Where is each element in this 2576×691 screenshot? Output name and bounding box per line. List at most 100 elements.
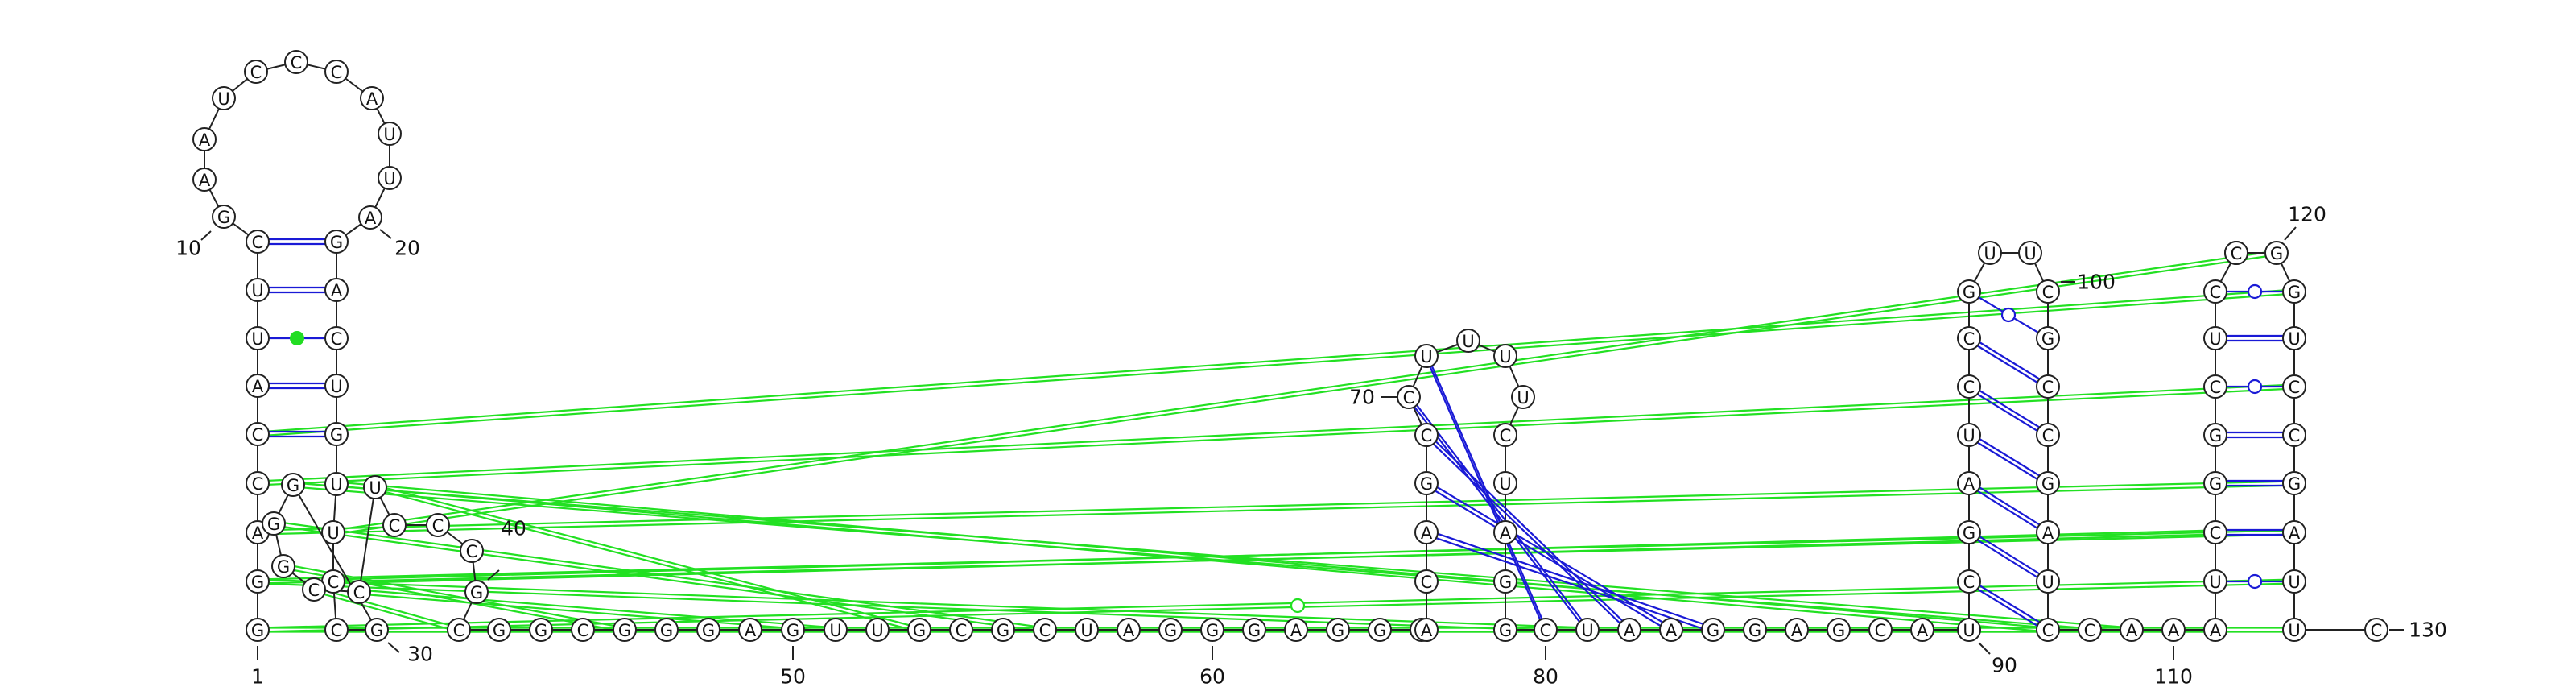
nucleotide-circle	[246, 230, 270, 254]
nucleotide-circle	[360, 86, 384, 110]
nucleotide-circle	[738, 618, 762, 642]
nucleotide-letter: G	[913, 621, 926, 640]
nucleotide: G	[212, 205, 236, 229]
nucleotide: C	[2036, 374, 2060, 399]
nucleotide-letter: U	[1499, 347, 1511, 366]
nucleotide: U	[378, 122, 402, 146]
nucleotide: C	[1033, 618, 1057, 642]
nucleotide: C	[1957, 326, 1981, 350]
nucleotide-letter: C	[328, 573, 340, 592]
nucleotide-circle	[2203, 326, 2227, 350]
nucleotide-circle	[1284, 618, 1308, 642]
nucleotide: C	[2364, 618, 2388, 642]
position-number: 20	[394, 237, 420, 260]
nucleotide-letter: G	[470, 583, 483, 602]
nucleotide-circle	[324, 422, 349, 446]
base-pair	[1426, 480, 1672, 633]
nucleotide: U	[324, 374, 349, 398]
nucleotide-letter: G	[660, 621, 673, 640]
position-label: 70	[1349, 386, 1397, 409]
nucleotide-letter: G	[287, 476, 299, 495]
backbone-segment	[292, 484, 378, 631]
nucleotide-circle	[324, 618, 349, 642]
nucleotide: A	[1785, 618, 1809, 642]
nucleotide-circle	[2036, 279, 2060, 304]
nucleotide: U	[1511, 385, 1535, 409]
position-number: 120	[2288, 203, 2326, 226]
nucleotide-circle	[2282, 326, 2306, 350]
nucleotide-letter: C	[1403, 388, 1415, 408]
wobble-pair-marker	[290, 331, 304, 346]
position-number: 110	[2154, 665, 2193, 689]
nucleotide: A	[1957, 471, 1981, 495]
nucleotide-letter: C	[2042, 621, 2054, 640]
position-tick	[200, 230, 212, 241]
nucleotide: A	[738, 618, 762, 642]
nucleotide-letter: C	[2042, 283, 2054, 302]
nucleotide-circle	[1456, 329, 1480, 353]
nucleotide-letter: A	[365, 209, 377, 228]
nucleotide-circle	[1659, 618, 1683, 642]
nucleotide-letter: G	[1331, 621, 1344, 640]
nucleotide-circle	[1414, 569, 1439, 594]
nucleotide-letter: C	[2289, 378, 2301, 397]
nucleotide-circle	[2036, 471, 2060, 495]
nucleotide-circle	[246, 278, 270, 302]
nucleotide: A	[1617, 618, 1641, 642]
nucleotide: C	[321, 569, 345, 594]
nucleotide: A	[1414, 520, 1439, 544]
nucleotide-letter: U	[2288, 329, 2300, 349]
nucleotide: C	[1397, 385, 1421, 409]
nucleotide-circle	[2203, 279, 2227, 304]
nucleotide-circle	[2036, 326, 2060, 350]
nucleotide-circle	[2036, 520, 2060, 544]
nucleotide-letter: G	[2041, 329, 2054, 349]
nucleotide-letter: U	[1080, 621, 1092, 640]
nucleotide-letter: A	[1917, 621, 1929, 640]
nucleotide-letter: U	[383, 125, 395, 144]
base-pair	[1968, 432, 2049, 486]
nucleotide-letter: G	[2209, 426, 2222, 445]
position-label: 110	[2154, 646, 2193, 689]
nucleotide-letter: U	[2288, 621, 2300, 640]
nucleotide: G	[1827, 618, 1851, 642]
base-pair	[2215, 431, 2294, 439]
nucleotide-circle	[1414, 423, 1439, 447]
nucleotide-circle	[2203, 471, 2227, 495]
nucleotide-letter: U	[1581, 621, 1593, 640]
nucleotide-circle	[2282, 618, 2306, 642]
nucleotide: C	[426, 513, 450, 537]
nucleotide-circle	[1493, 471, 1517, 495]
nucleotide-letter: C	[308, 581, 320, 600]
nucleotide-letter: G	[2041, 474, 2054, 494]
position-tick	[487, 569, 500, 581]
nucleotide-letter: A	[1963, 474, 1975, 494]
base-pair	[1968, 529, 2049, 585]
nucleotide-letter: U	[327, 523, 339, 543]
nucleotide-circle	[696, 618, 720, 642]
nucleotide: G	[1493, 618, 1517, 642]
nucleotide-circle	[2203, 520, 2227, 544]
position-number: 50	[780, 665, 806, 689]
nucleotide-letter: A	[252, 523, 264, 543]
position-label: 80	[1533, 646, 1558, 689]
nucleotide-letter: C	[2084, 621, 2096, 640]
nucleotide-letter: G	[618, 621, 631, 640]
nucleotide-circle	[382, 513, 407, 537]
nucleotide-circle	[991, 618, 1015, 642]
nucleotide-circle	[2078, 618, 2102, 642]
nucleotide-letter: U	[1517, 388, 1529, 408]
pseudoknot-pair	[1422, 627, 2294, 633]
nucleotide-circle	[2018, 241, 2042, 265]
nucleotide-letter: C	[252, 425, 264, 445]
nucleotide-letter: C	[252, 233, 264, 252]
nucleotide: A	[2282, 520, 2306, 544]
nucleotide-letter: A	[331, 281, 343, 300]
nucleotide: C	[2224, 241, 2248, 265]
nucleotide-letter: C	[1963, 329, 1975, 349]
nucleotide: U	[324, 472, 349, 496]
nucleotide: C	[2203, 279, 2227, 304]
nucleotide-circle	[949, 618, 973, 642]
nucleotide: G	[2203, 423, 2227, 447]
nucleotide: C	[2282, 374, 2306, 399]
